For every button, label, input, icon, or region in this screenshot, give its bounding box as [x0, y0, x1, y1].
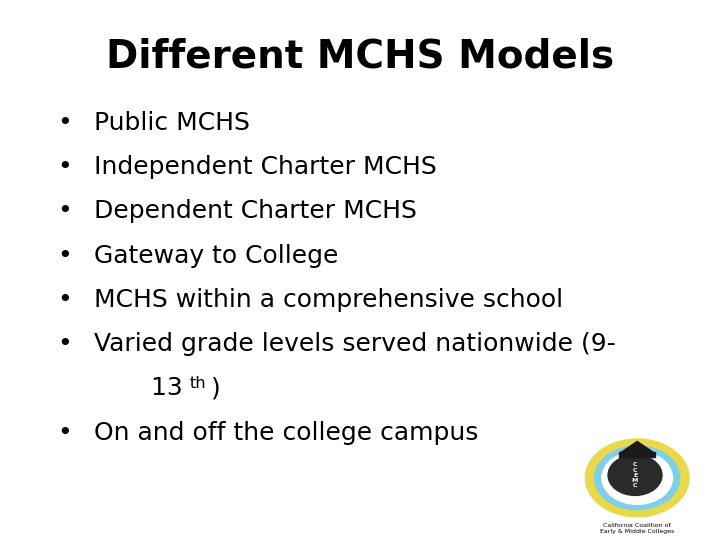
FancyBboxPatch shape: [619, 452, 655, 456]
Polygon shape: [621, 441, 653, 452]
Text: MCHS within a comprehensive school: MCHS within a comprehensive school: [94, 288, 563, 312]
Text: •: •: [58, 332, 72, 356]
Text: •: •: [58, 244, 72, 267]
Text: On and off the college campus: On and off the college campus: [94, 421, 478, 444]
Text: 13: 13: [119, 376, 183, 400]
Text: Dependent Charter MCHS: Dependent Charter MCHS: [94, 199, 416, 223]
Text: •: •: [58, 288, 72, 312]
Circle shape: [608, 455, 662, 495]
Text: ): ): [211, 376, 221, 400]
Text: •: •: [58, 111, 72, 134]
Text: •: •: [58, 199, 72, 223]
Text: •: •: [58, 421, 72, 444]
Circle shape: [585, 439, 689, 517]
Text: Varied grade levels served nationwide (9-: Varied grade levels served nationwide (9…: [94, 332, 616, 356]
Text: California Coalition of
Early & Middle Colleges: California Coalition of Early & Middle C…: [600, 523, 675, 534]
Text: •: •: [58, 155, 72, 179]
Text: Independent Charter MCHS: Independent Charter MCHS: [94, 155, 436, 179]
Text: Gateway to College: Gateway to College: [94, 244, 338, 267]
Text: C
C
E
M
C: C C E M C: [632, 462, 638, 488]
Circle shape: [602, 451, 672, 504]
Circle shape: [595, 446, 680, 510]
Text: Public MCHS: Public MCHS: [94, 111, 249, 134]
Text: Different MCHS Models: Different MCHS Models: [106, 38, 614, 76]
Text: th: th: [189, 376, 206, 392]
